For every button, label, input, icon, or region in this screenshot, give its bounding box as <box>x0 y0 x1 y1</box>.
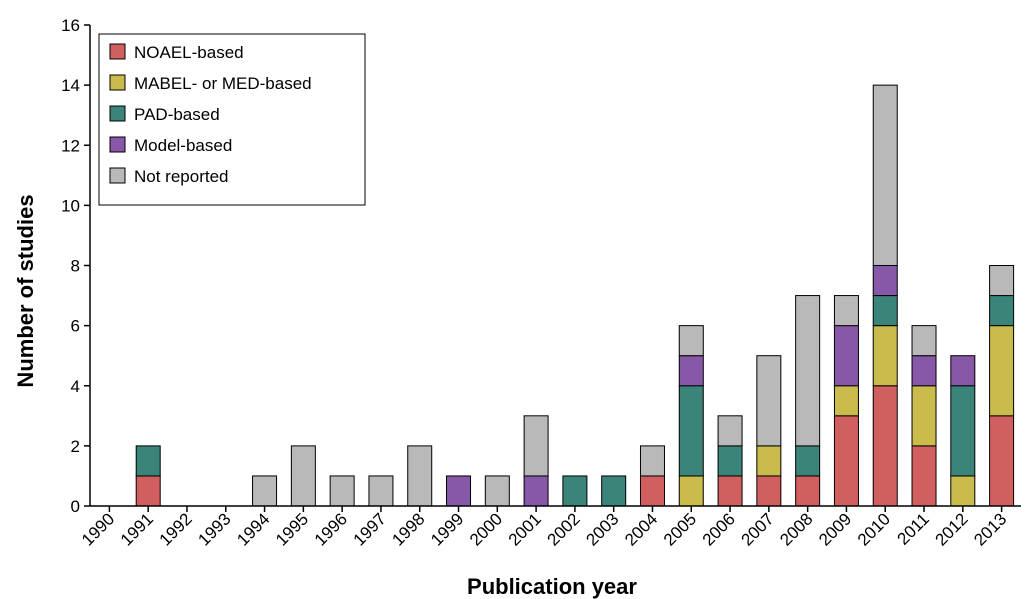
bar-not-reported-2007 <box>756 355 782 447</box>
bar-not-reported-2008 <box>795 295 821 447</box>
x-tick-label-1997: 1997 <box>350 509 390 549</box>
legend-swatch-noael-based <box>109 43 126 60</box>
y-tick-label-14: 14 <box>61 76 80 95</box>
bar-pad-based-2012 <box>950 385 976 477</box>
legend-swatch-model-based <box>109 136 126 153</box>
bar-not-reported-1996 <box>329 475 355 507</box>
x-tick-label-2005: 2005 <box>660 509 700 549</box>
bar-model-based-2012 <box>950 355 976 387</box>
bar-not-reported-2000 <box>484 475 510 507</box>
legend-label-mabel-or-med-based: MABEL- or MED-based <box>134 74 312 93</box>
x-tick-label-2002: 2002 <box>544 509 584 549</box>
x-tick-label-1990: 1990 <box>78 509 118 549</box>
bar-pad-based-2005 <box>678 385 704 477</box>
x-tick-label-2006: 2006 <box>699 509 739 549</box>
x-tick-label-2013: 2013 <box>970 509 1010 549</box>
y-tick-label-2: 2 <box>71 437 80 456</box>
x-tick-label-1994: 1994 <box>233 509 273 549</box>
bar-noael-based-2013 <box>989 415 1015 507</box>
bar-pad-based-2003 <box>601 475 627 507</box>
legend: NOAEL-based MABEL- or MED-based PAD-based M… <box>98 33 366 206</box>
bar-model-based-2001 <box>523 475 549 507</box>
x-tick-label-2004: 2004 <box>621 509 661 549</box>
bar-noael-based-2009 <box>833 415 859 507</box>
x-tick-label-2003: 2003 <box>582 509 622 549</box>
y-tick-label-0: 0 <box>71 497 80 516</box>
bar-pad-based-2013 <box>989 295 1015 327</box>
bar-noael-based-1991 <box>135 475 161 507</box>
bar-not-reported-2005 <box>678 325 704 357</box>
bar-model-based-2011 <box>911 355 937 387</box>
x-tick-label-1998: 1998 <box>388 509 428 549</box>
bar-mabel-or-med-based-2010 <box>872 325 898 387</box>
bar-not-reported-2010 <box>872 84 898 267</box>
x-tick-label-2009: 2009 <box>815 509 855 549</box>
x-tick-label-2008: 2008 <box>776 509 816 549</box>
bar-not-reported-1994 <box>252 475 278 507</box>
bar-mabel-or-med-based-2012 <box>950 475 976 507</box>
bar-mabel-or-med-based-2007 <box>756 445 782 477</box>
bar-not-reported-1998 <box>407 445 433 507</box>
y-tick-label-10: 10 <box>61 196 80 215</box>
x-tick-label-1993: 1993 <box>194 509 234 549</box>
x-axis-title: Publication year <box>467 574 637 599</box>
bars-group <box>135 84 1015 507</box>
bar-noael-based-2004 <box>639 475 665 507</box>
x-tick-label-1992: 1992 <box>156 509 196 549</box>
bar-pad-based-2006 <box>717 445 743 477</box>
bar-model-based-2009 <box>833 325 859 387</box>
bar-not-reported-2004 <box>639 445 665 477</box>
bar-mabel-or-med-based-2009 <box>833 385 859 417</box>
bar-not-reported-1997 <box>368 475 394 507</box>
bar-not-reported-2006 <box>717 415 743 447</box>
legend-label-not-reported: Not reported <box>134 167 229 186</box>
legend-label-model-based: Model-based <box>134 136 232 155</box>
bar-pad-based-2010 <box>872 295 898 327</box>
bar-noael-based-2006 <box>717 475 743 507</box>
bar-noael-based-2008 <box>795 475 821 507</box>
legend-swatch-pad-based <box>109 105 126 122</box>
bar-model-based-2010 <box>872 265 898 297</box>
x-tick-label-1991: 1991 <box>117 509 157 549</box>
bar-pad-based-2008 <box>795 445 821 477</box>
legend-label-pad-based: PAD-based <box>134 105 220 124</box>
x-tick-label-2007: 2007 <box>737 509 777 549</box>
y-tick-label-8: 8 <box>71 257 80 276</box>
legend-box <box>98 33 366 206</box>
bar-mabel-or-med-based-2011 <box>911 385 937 447</box>
legend-label-noael-based: NOAEL-based <box>134 43 244 62</box>
bar-not-reported-2009 <box>833 295 859 327</box>
x-tick-label-2010: 2010 <box>854 509 894 549</box>
legend-swatch-mabel-or-med-based <box>109 74 126 91</box>
bar-pad-based-1991 <box>135 445 161 477</box>
bar-pad-based-2002 <box>562 475 588 507</box>
x-tick-label-2011: 2011 <box>894 509 933 548</box>
x-tick-label-2012: 2012 <box>931 509 971 549</box>
y-axis-title: Number of studies <box>13 194 38 387</box>
bar-noael-based-2010 <box>872 385 898 507</box>
bar-not-reported-1995 <box>290 445 316 507</box>
axes-group <box>84 24 1021 512</box>
bar-not-reported-2013 <box>989 265 1015 297</box>
x-tick-label-2000: 2000 <box>466 509 506 549</box>
bar-mabel-or-med-based-2005 <box>678 475 704 507</box>
y-tick-label-12: 12 <box>61 136 80 155</box>
y-tick-label-16: 16 <box>61 16 80 35</box>
bar-not-reported-2011 <box>911 325 937 357</box>
x-tick-label-2001: 2001 <box>505 509 545 549</box>
bar-model-based-2005 <box>678 355 704 387</box>
bar-noael-based-2011 <box>911 445 937 507</box>
bar-noael-based-2007 <box>756 475 782 507</box>
y-tick-label-4: 4 <box>71 377 80 396</box>
y-tick-label-6: 6 <box>71 317 80 336</box>
bar-not-reported-2001 <box>523 415 549 477</box>
x-tick-label-1995: 1995 <box>272 509 312 549</box>
x-tick-label-1996: 1996 <box>311 509 351 549</box>
x-tick-label-1999: 1999 <box>427 509 467 549</box>
legend-swatch-not-reported <box>109 167 126 184</box>
bar-model-based-1999 <box>446 475 472 507</box>
bar-mabel-or-med-based-2013 <box>989 325 1015 417</box>
